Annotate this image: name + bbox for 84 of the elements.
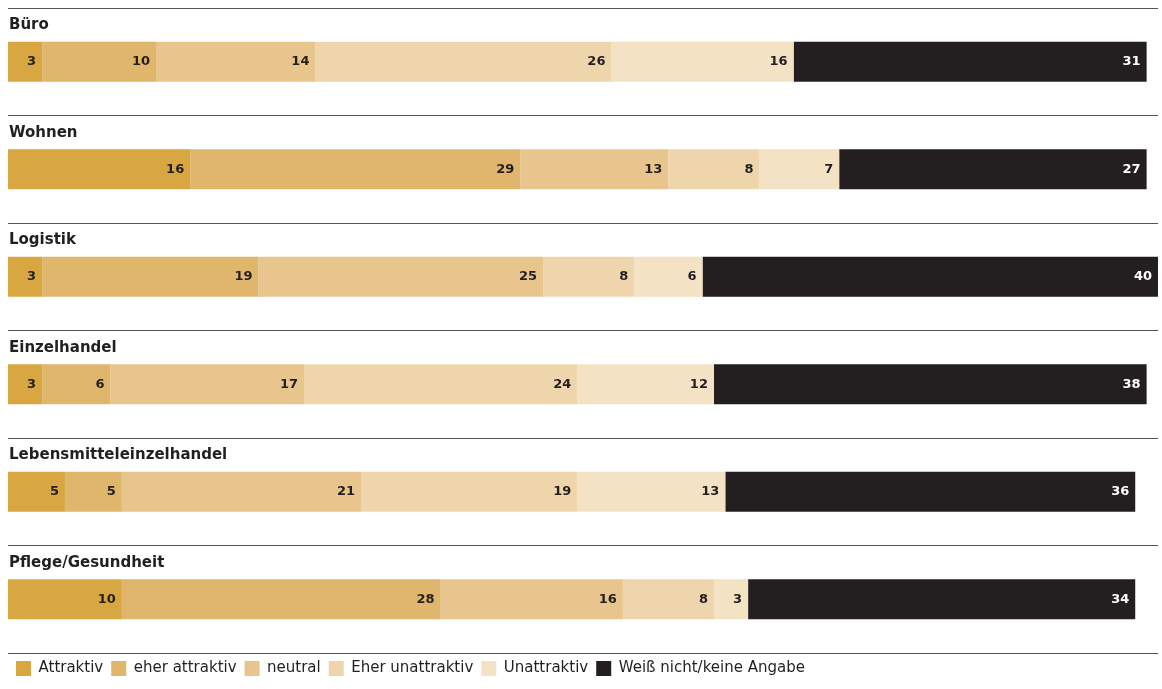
bar: [759, 149, 840, 190]
data-label: 10: [97, 590, 116, 606]
legend-label: Unattraktiv: [503, 658, 589, 677]
data-label: 31: [1122, 53, 1141, 69]
data-label: 17: [279, 375, 299, 391]
data-label: 16: [166, 160, 185, 176]
data-label: 16: [769, 53, 788, 69]
bar: [520, 149, 669, 190]
bar: [668, 149, 760, 190]
data-label: 34: [1111, 590, 1130, 606]
bar: [577, 364, 714, 405]
y-tick-label: Wohnen: [9, 122, 78, 141]
legend-label: neutral: [267, 658, 321, 677]
bar: [748, 579, 1136, 620]
bar: [713, 579, 749, 620]
bar: [440, 579, 623, 620]
bar: [121, 471, 361, 512]
bar: [304, 364, 578, 405]
bar: [713, 364, 1147, 405]
data-label: 19: [234, 268, 253, 284]
data-label: 5: [106, 483, 116, 499]
bar: [8, 41, 43, 82]
data-label: 10: [131, 53, 151, 69]
bar: [42, 364, 111, 405]
data-label: 36: [1111, 483, 1130, 499]
legend-label: Weiß nicht/keine Angabe: [618, 658, 805, 677]
y-tick-label: Einzelhandel: [9, 337, 117, 356]
bar: [156, 41, 316, 82]
y-tick-label: Logistik: [9, 230, 77, 249]
data-label: 8: [698, 590, 708, 606]
data-label: 3: [733, 590, 743, 606]
bar: [577, 471, 726, 512]
bar: [8, 471, 65, 512]
bar: [190, 149, 521, 190]
data-label: 40: [1133, 268, 1152, 284]
data-label: 29: [496, 160, 515, 176]
bar: [258, 256, 544, 297]
data-label: 12: [689, 375, 708, 391]
data-label: 28: [416, 590, 435, 606]
data-label: 8: [619, 268, 629, 284]
data-label: 26: [587, 53, 606, 69]
bar: [543, 256, 635, 297]
data-label: 19: [553, 483, 572, 499]
bar: [8, 579, 122, 620]
data-label: 27: [1122, 160, 1141, 176]
bar: [702, 256, 1158, 297]
bar: [110, 364, 305, 405]
bar: [8, 149, 191, 190]
data-label: 5: [49, 483, 59, 499]
y-tick-label: Pflege/Gesundheit: [9, 552, 165, 571]
data-label: 6: [687, 268, 697, 284]
legend-label: Eher unattraktiv: [351, 658, 474, 677]
bar: [315, 41, 612, 82]
data-label: 3: [27, 53, 37, 69]
data-label: 25: [519, 268, 538, 284]
bar: [42, 41, 157, 82]
data-label: 8: [744, 160, 754, 176]
data-label: 16: [598, 590, 617, 606]
data-label: 38: [1122, 375, 1141, 391]
data-label: 13: [701, 483, 720, 499]
bar: [8, 256, 43, 297]
data-label: 21: [336, 483, 355, 499]
bar: [360, 471, 578, 512]
bar: [611, 41, 794, 82]
legend-label: Attraktiv: [38, 658, 104, 677]
bar: [622, 579, 714, 620]
bar: [725, 471, 1136, 512]
data-label: 24: [553, 375, 572, 391]
data-label: 3: [27, 375, 37, 391]
y-tick-label: Büro: [9, 15, 49, 34]
y-tick-label: Lebensmitteleinzelhandel: [9, 445, 228, 464]
data-label: 6: [95, 375, 105, 391]
bar: [793, 41, 1147, 82]
data-label: 14: [291, 53, 310, 69]
bar: [634, 256, 703, 297]
bar: [839, 149, 1147, 190]
bar: [121, 579, 441, 620]
data-label: 13: [644, 160, 663, 176]
data-label: 3: [27, 268, 37, 284]
bar: [64, 471, 122, 512]
bar: [8, 364, 43, 405]
bar: [42, 256, 259, 297]
data-label: 7: [824, 160, 834, 176]
legend-label: eher attraktiv: [133, 658, 237, 677]
